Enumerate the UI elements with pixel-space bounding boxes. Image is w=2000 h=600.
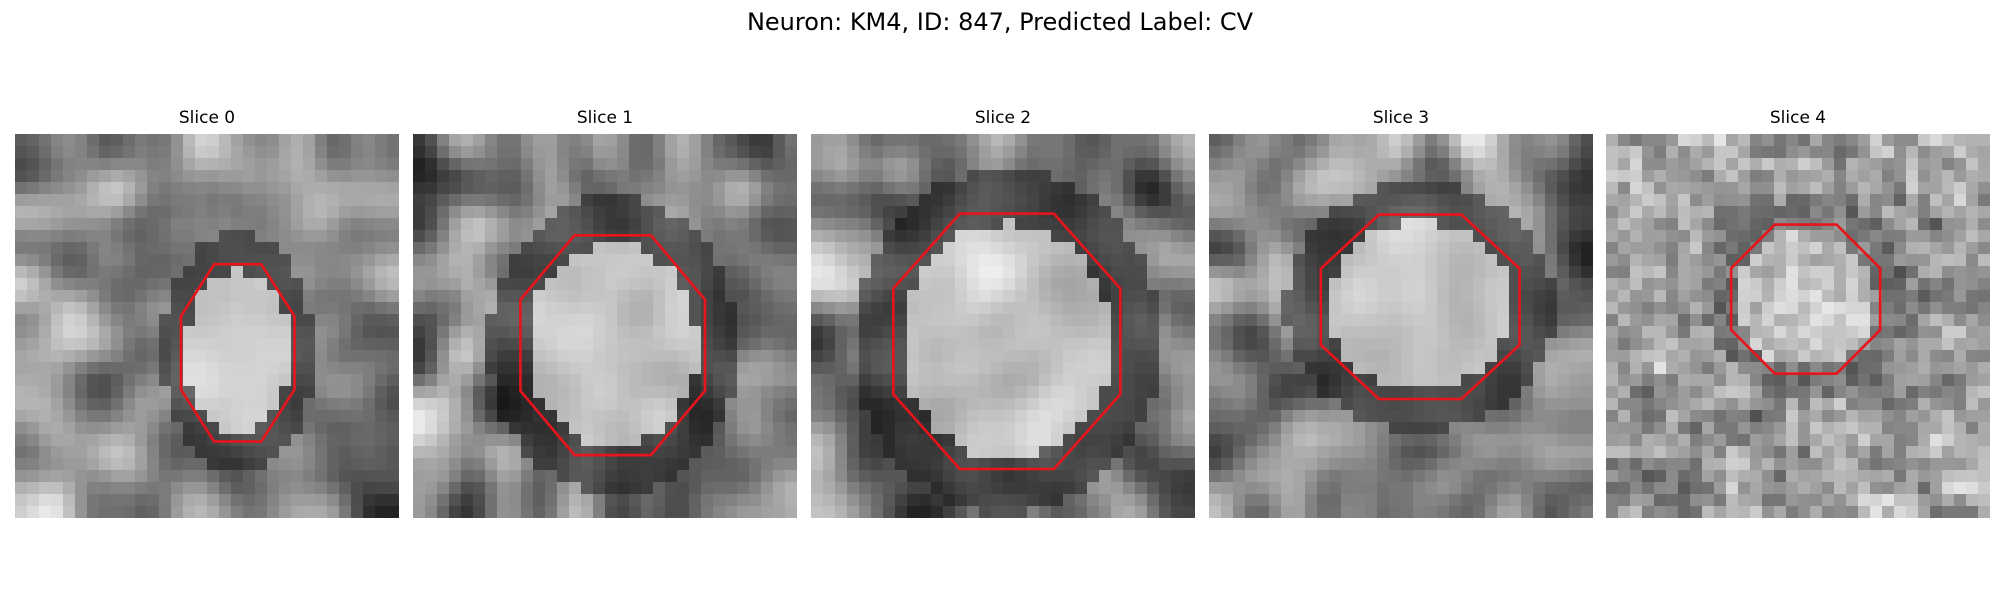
segmentation-outline (1729, 223, 1882, 375)
panel-slice-1: Slice 1 (413, 104, 797, 518)
segmentation-outline (179, 262, 296, 443)
em-pixel-grid (15, 134, 399, 518)
em-pixel-grid (1606, 134, 1990, 518)
panel-title: Slice 2 (974, 108, 1032, 128)
panel-slice-0: Slice 0 (15, 104, 399, 518)
segmentation-outline (519, 233, 707, 457)
em-slice-image (15, 134, 399, 518)
panel-title: Slice 0 (178, 108, 236, 128)
panel-slice-3: Slice 3 (1209, 104, 1593, 518)
em-pixel-grid (811, 134, 1195, 518)
em-pixel-grid (413, 134, 797, 518)
em-slice-image (413, 134, 797, 518)
panel-slice-2: Slice 2 (811, 104, 1195, 518)
em-pixel-grid (1209, 134, 1593, 518)
figure-title: Neuron: KM4, ID: 847, Predicted Label: C… (746, 8, 1254, 36)
segmentation-outline (1319, 213, 1521, 401)
panel-title: Slice 1 (576, 108, 634, 128)
em-slice-image (1606, 134, 1990, 518)
em-slice-image (1209, 134, 1593, 518)
em-slice-image (811, 134, 1195, 518)
panel-title: Slice 4 (1769, 108, 1827, 128)
panel-slice-4: Slice 4 (1606, 104, 1990, 518)
segmentation-outline (892, 212, 1122, 471)
panel-title: Slice 3 (1372, 108, 1430, 128)
